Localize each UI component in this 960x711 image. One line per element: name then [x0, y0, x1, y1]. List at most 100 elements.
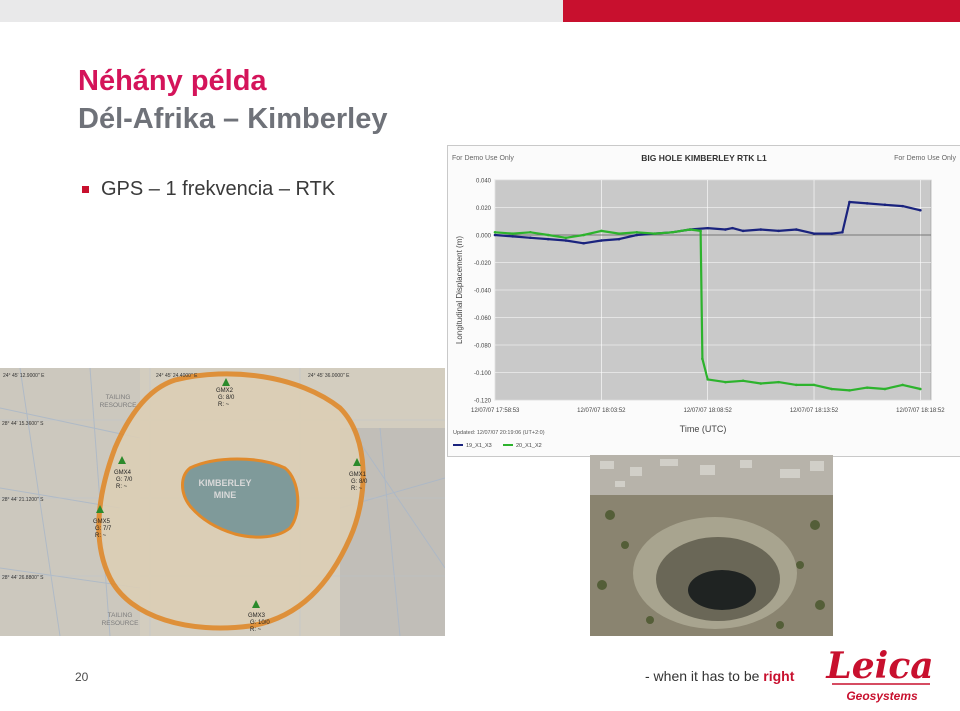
chart-x-tick-label: 12/07/07 18:18:52 — [896, 408, 945, 414]
gps-marker-icon — [252, 600, 260, 608]
chart-legend: 19_X1_X3 20_X1_X2 — [453, 443, 542, 449]
chart-point — [883, 203, 887, 207]
chart-point — [901, 204, 904, 208]
top-bar-red — [563, 0, 960, 22]
chart-updated-note: Updated: 12/07/07 20:19:06 (UT+2:0) — [453, 430, 545, 436]
chart-y-tick-label: -0.100 — [474, 371, 492, 377]
chart-point — [699, 229, 702, 233]
marker-id: GMX4 — [114, 470, 132, 476]
chart-point — [830, 387, 834, 391]
chart-y-tick-label: -0.020 — [474, 261, 492, 267]
chart-point — [759, 382, 763, 385]
chart-y-ticks: 0.040 0.020 0.000 -0.020 -0.040 -0.060 -0.080 -… — [474, 179, 492, 405]
tailing-label-bottom-2: RESOURCE — [102, 620, 140, 627]
marker-r: R: ~ — [351, 486, 363, 492]
chart-point — [493, 230, 497, 234]
logo-brand: Leica — [825, 645, 933, 687]
top-bar-grey — [0, 0, 563, 22]
map-coord-left-1: 28° 44' 15.3600" S — [2, 421, 44, 427]
map-svg: KIMBERLEY MINE TAILING RESOURCE TAILING … — [0, 368, 445, 636]
chart-point — [724, 380, 727, 384]
slogan-prefix: - when it has to be — [645, 668, 760, 684]
chart-point — [741, 379, 745, 383]
chart-point — [701, 357, 704, 361]
chart-point — [919, 208, 922, 212]
tailing-label-bottom-1: TAILING — [108, 612, 133, 619]
bullet-item: GPS – 1 frekvencia – RTK — [82, 178, 335, 201]
map-coord-top-1: 24° 45' 12.9000" E — [3, 373, 45, 379]
map-coord-top-3: 24° 45' 36.0000" E — [308, 373, 350, 379]
marker-r: R: ~ — [116, 484, 128, 490]
marker-g: G: 7/0 — [116, 477, 133, 483]
logo-svg: Leica Geosystems — [825, 645, 933, 703]
chart-point — [848, 389, 851, 392]
chart-legend-label: 20_X1_X2 — [516, 443, 542, 449]
chart-point — [706, 226, 709, 230]
chart-series — [493, 200, 922, 392]
slogan-emphasis: right — [763, 668, 795, 684]
chart-point — [564, 239, 568, 242]
slogan: - when it has to be right — [645, 668, 794, 684]
marker-id: GMX2 — [216, 388, 234, 394]
chart-point — [812, 232, 816, 235]
chart-y-tick-label: 0.020 — [476, 206, 492, 212]
gps-marker-icon — [118, 456, 126, 464]
chart-point — [635, 233, 639, 237]
marker-r: R: ~ — [95, 533, 107, 539]
chart-point — [812, 383, 816, 387]
chart-point — [795, 383, 798, 387]
chart-point — [600, 239, 603, 242]
chart-y-tick-label: 0.040 — [476, 179, 492, 185]
photo-buildings — [600, 459, 824, 487]
chart-point — [830, 232, 834, 235]
chart-point — [582, 233, 585, 237]
chart-point — [741, 229, 745, 233]
chart-point — [546, 233, 550, 237]
chart-x-tick-label: 12/07/07 17:58:53 — [471, 408, 520, 414]
chart-point — [617, 237, 621, 241]
marker-gmx4[interactable]: GMX4 G: 7/0 R: ~ — [114, 456, 133, 490]
chart-x-tick-label: 12/07/07 18:13:52 — [790, 408, 839, 414]
marker-gmx3[interactable]: GMX3 G: 10/0 R: ~ — [248, 600, 270, 633]
chart-watermark-left: For Demo Use Only — [452, 155, 514, 162]
map-coord-left-2: 28° 44' 21.1200" S — [2, 497, 44, 503]
chart-y-tick-label: 0.000 — [476, 234, 492, 240]
chart-x-tick-label: 12/07/07 18:08:52 — [683, 408, 732, 414]
chart-point — [493, 233, 497, 237]
chart-point — [529, 236, 532, 240]
map-coord-top-2: 24° 45' 24.4000" E — [156, 373, 198, 379]
marker-g: G: 8/0 — [218, 395, 235, 401]
marker-gmx1[interactable]: GMX1 G: 8/0 R: ~ — [349, 458, 368, 492]
pit-water — [688, 570, 756, 610]
chart-svg: For Demo Use Only BIG HOLE KIMBERLEY RTK… — [452, 153, 956, 449]
bullet-text: GPS – 1 frekvencia – RTK — [101, 178, 336, 200]
chart-x-ticks: 12/07/07 17:58:53 12/07/07 18:03:52 12/07/… — [471, 408, 945, 414]
mine-label-line1: KIMBERLEY — [198, 478, 251, 488]
chart-x-tick-label: 12/07/07 18:03:52 — [577, 408, 626, 414]
marker-id: GMX1 — [349, 472, 367, 478]
chart-point — [706, 378, 709, 381]
marker-g: G: 10/0 — [250, 620, 270, 626]
gps-marker-icon — [96, 505, 104, 513]
chart-point — [564, 236, 568, 240]
chart-point — [848, 200, 851, 204]
gps-marker-icon — [222, 378, 230, 386]
logo-sub: Geosystems — [846, 689, 918, 703]
chart-point — [511, 235, 515, 238]
chart-point — [600, 229, 603, 233]
marker-gmx5[interactable]: GMX5 G: 7/7 R: ~ — [93, 505, 112, 539]
chart-watermark-right: For Demo Use Only — [894, 155, 956, 162]
chart-point — [670, 230, 674, 234]
chart-y-tick-label: -0.080 — [474, 344, 492, 350]
marker-gmx2[interactable]: GMX2 G: 8/0 R: ~ — [216, 378, 235, 408]
marker-g: G: 7/7 — [95, 526, 112, 532]
chart-point — [511, 232, 515, 235]
map-coord-left-3: 28° 44' 26.8800" S — [2, 575, 44, 581]
chart-y-tick-label: -0.120 — [474, 399, 492, 405]
chart-legend-label: 19_X1_X3 — [466, 443, 492, 449]
chart-point — [582, 241, 585, 245]
marker-r: R: ~ — [218, 402, 230, 408]
chart-y-axis-label: Longitudinal Displacement (m) — [455, 236, 464, 344]
marker-g: G: 8/0 — [351, 479, 368, 485]
mine-pit — [181, 457, 300, 539]
